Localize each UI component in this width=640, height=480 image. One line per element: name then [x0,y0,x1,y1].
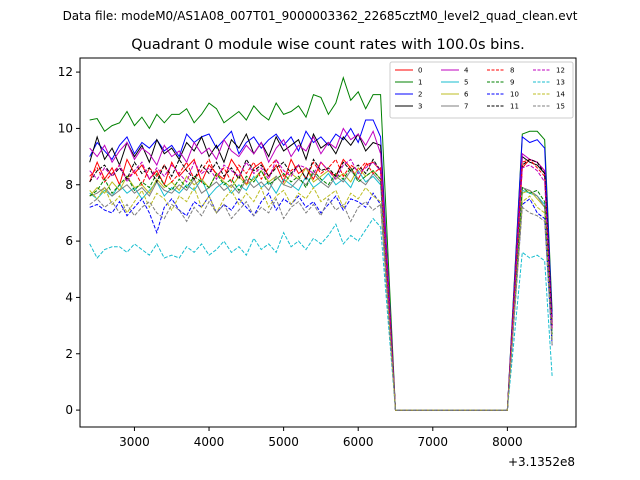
x-tick-label: 6000 [343,435,374,449]
series-line-5 [89,169,553,411]
legend-label-7: 7 [464,103,468,111]
y-tick-label: 10 [58,121,73,135]
series-line-2 [89,119,553,411]
legend-label-5: 5 [464,79,468,87]
legend-label-6: 6 [464,91,469,99]
y-tick-label: 2 [65,347,73,361]
legend-label-3: 3 [418,103,422,111]
chart-suptitle: Data file: modeM0/AS1A08_007T01_90000033… [63,9,578,23]
series-layer [89,76,553,411]
series-line-8 [89,158,553,411]
legend-label-13: 13 [556,79,565,87]
series-line-11 [89,158,553,411]
x-tick-label: 8000 [492,435,523,449]
series-line-14 [89,186,553,411]
legend-label-15: 15 [556,103,565,111]
series-line-15 [89,197,553,411]
x-offset-label: +3.1352e8 [508,455,575,469]
legend-label-10: 10 [510,91,519,99]
chart-title: Quadrant 0 module wise count rates with … [131,37,525,53]
series-line-6 [89,166,553,411]
series-line-13 [89,217,553,411]
x-tick-label: 5000 [268,435,299,449]
legend-label-1: 1 [418,79,422,87]
legend-label-14: 14 [556,91,565,99]
legend-label-4: 4 [464,67,469,75]
series-line-9 [89,166,553,411]
y-axis: 0 2 4 6 8 10 12 [58,65,80,417]
x-tick-label: 3000 [119,435,150,449]
legend-label-12: 12 [556,67,565,75]
legend-box [389,61,574,119]
legend-label-9: 9 [510,79,514,87]
plot-frame [79,57,577,428]
legend-label-0: 0 [418,67,422,75]
y-tick-label: 0 [65,403,73,417]
legend-label-2: 2 [418,91,422,99]
x-tick-label: 7000 [418,435,449,449]
y-tick-label: 12 [58,65,73,79]
legend-label-11: 11 [510,103,519,111]
series-line-10 [89,192,553,411]
y-tick-label: 8 [65,178,73,192]
x-axis: 3000 4000 5000 6000 7000 8000 [119,427,523,449]
series-line-12 [89,158,553,411]
legend-label-8: 8 [510,67,514,75]
y-tick-label: 4 [65,290,73,304]
x-tick-label: 4000 [194,435,225,449]
series-line-7 [89,169,553,411]
series-line-0 [89,158,553,411]
y-tick-label: 6 [65,234,73,248]
